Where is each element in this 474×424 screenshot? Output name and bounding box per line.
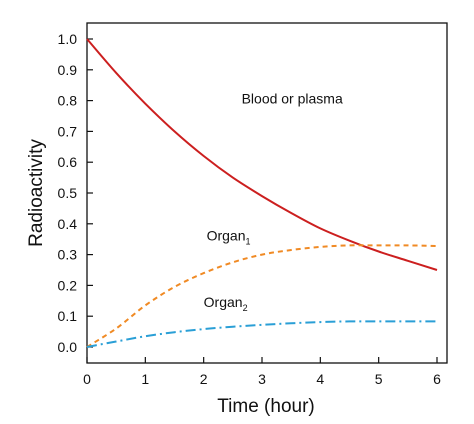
y-tick-label: 0.8 (58, 93, 78, 109)
series-layer (86, 38, 438, 348)
x-tick-label: 0 (83, 371, 91, 387)
x-tick-label: 4 (316, 371, 324, 387)
y-tick-label: 1.0 (58, 31, 78, 47)
y-tick-label: 0.4 (58, 216, 78, 232)
curve-annotation: Organ1 (207, 228, 251, 247)
y-axis-title: Radioactivity (26, 139, 47, 247)
y-tick-label: 0.7 (58, 123, 78, 139)
x-tick-label: 3 (258, 371, 266, 387)
x-tick-label: 2 (200, 371, 208, 387)
y-tick-label: 0.5 (58, 185, 78, 201)
annotation-subscript: 1 (246, 237, 251, 247)
plot-frame (86, 22, 448, 364)
blood-plasma-curve (86, 38, 438, 271)
annotation-text: Organ (204, 294, 243, 310)
curve-annotation: Blood or plasma (242, 91, 343, 107)
x-tick-label: 1 (141, 371, 149, 387)
x-tick-label: 5 (375, 371, 383, 387)
y-tick-label: 0.0 (58, 339, 78, 355)
y-tick-label: 0.9 (58, 62, 78, 78)
y-tick-label: 0.1 (58, 308, 78, 324)
x-tick-label: 6 (433, 371, 441, 387)
y-tick-label: 0.3 (58, 247, 78, 263)
annotation-text: Blood or plasma (242, 91, 343, 107)
y-axis: 0.0 0.1 0.2 0.3 0.4 0.5 0.6 0.7 0.8 0.9 1.0 (58, 31, 93, 355)
annotation-text: Organ (207, 228, 246, 244)
y-tick-label: 0.6 (58, 154, 78, 170)
curve-annotation: Organ2 (204, 294, 248, 313)
y-tick-label: 0.2 (58, 277, 78, 293)
x-axis: 0 1 2 3 4 5 6 (83, 357, 441, 387)
annotation-subscript: 2 (243, 303, 248, 313)
organ2-curve (86, 320, 437, 348)
x-axis-title: Time (hour) (217, 396, 314, 417)
organ1-curve (86, 244, 438, 348)
